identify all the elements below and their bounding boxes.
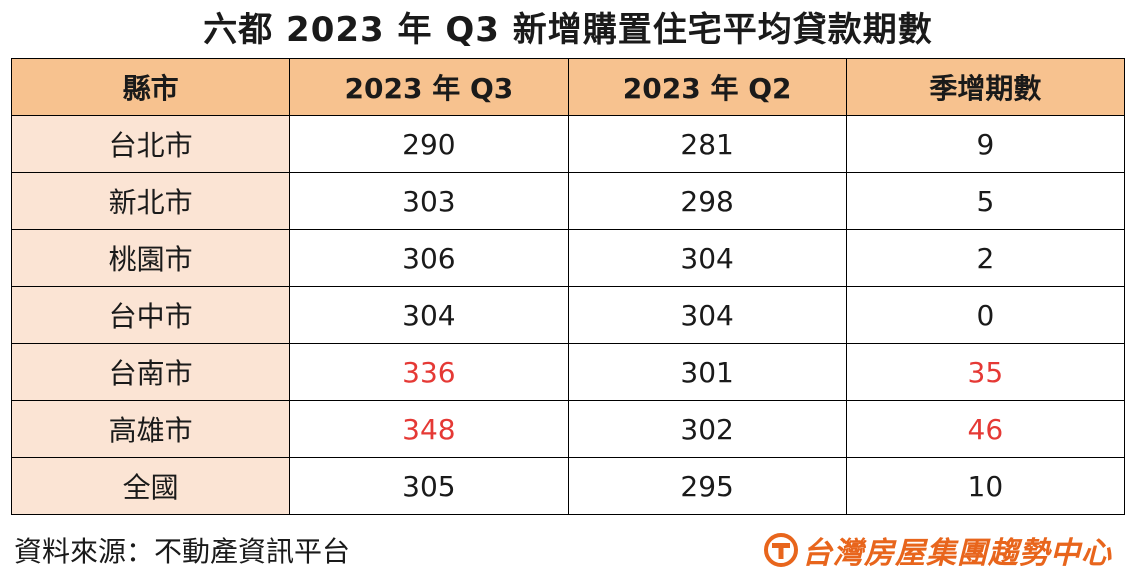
cell-change: 5 [845, 172, 1126, 230]
cell-city: 全國 [10, 457, 291, 515]
cell-city: 桃園市 [10, 229, 291, 287]
cell-change: 46 [845, 400, 1126, 458]
cell-change: 10 [845, 457, 1126, 515]
cell-q3: 348 [289, 400, 569, 458]
cell-q3: 303 [289, 172, 569, 230]
cell-change: 35 [845, 343, 1126, 401]
table-row: 台中市 304 304 0 [10, 286, 1126, 344]
header-city: 縣市 [10, 58, 291, 116]
cell-change: 0 [845, 286, 1126, 344]
cell-change: 9 [845, 115, 1126, 173]
cell-q2: 281 [567, 115, 847, 173]
table-row: 高雄市 348 302 46 [10, 400, 1126, 458]
header-q3: 2023 年 Q3 [289, 58, 569, 116]
cell-q2: 304 [567, 286, 847, 344]
table-row: 台北市 290 281 9 [10, 115, 1126, 173]
tw-housing-logo-icon [764, 533, 798, 567]
cell-q2: 302 [567, 400, 847, 458]
header-change: 季增期數 [845, 58, 1126, 116]
cell-city: 台南市 [10, 343, 291, 401]
cell-q2: 298 [567, 172, 847, 230]
company-logo: 台灣房屋集團趨勢中心 [764, 528, 1112, 572]
table-row: 新北市 303 298 5 [10, 172, 1126, 230]
cell-q2: 301 [567, 343, 847, 401]
cell-q3: 305 [289, 457, 569, 515]
cell-city: 新北市 [10, 172, 291, 230]
cell-q2: 304 [567, 229, 847, 287]
cell-change: 2 [845, 229, 1126, 287]
header-q2: 2023 年 Q2 [567, 58, 847, 116]
cell-q3: 306 [289, 229, 569, 287]
cell-city: 高雄市 [10, 400, 291, 458]
cell-q2: 295 [567, 457, 847, 515]
cell-city: 台中市 [10, 286, 291, 344]
loan-term-table: 縣市 2023 年 Q3 2023 年 Q2 季增期數 台北市 290 281 9 新北… [10, 58, 1126, 515]
table-row: 台南市 336 301 35 [10, 343, 1126, 401]
table-row: 桃園市 306 304 2 [10, 229, 1126, 287]
table-header-row: 縣市 2023 年 Q3 2023 年 Q2 季增期數 [10, 58, 1126, 116]
logo-text: 台灣房屋集團趨勢中心 [802, 536, 1112, 571]
cell-q3: 290 [289, 115, 569, 173]
source-note: 資料來源：不動產資訊平台 [14, 535, 351, 568]
cell-city: 台北市 [10, 115, 291, 173]
table-row: 全國 305 295 10 [10, 457, 1126, 515]
page-title: 六都 2023 年 Q3 新增購置住宅平均貸款期數 [203, 10, 933, 50]
cell-q3: 304 [289, 286, 569, 344]
cell-q3: 336 [289, 343, 569, 401]
